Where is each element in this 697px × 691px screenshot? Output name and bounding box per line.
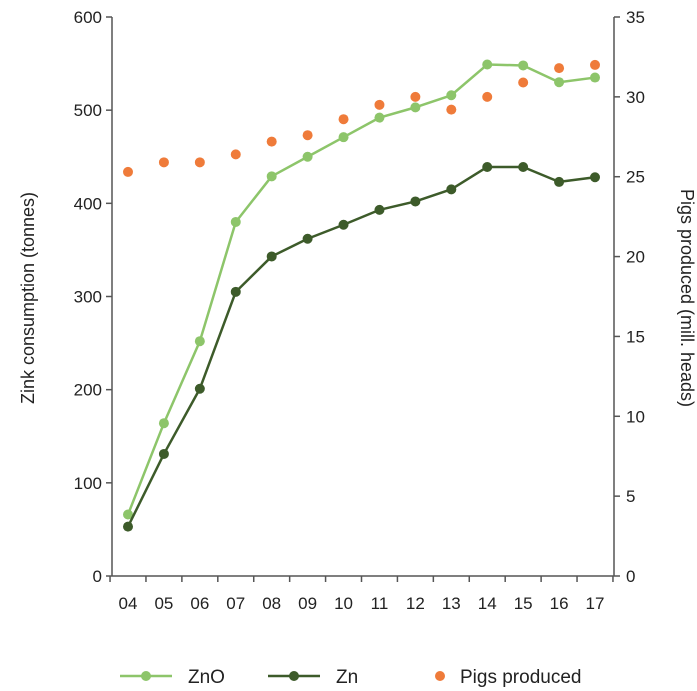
- data-point-zn: [266, 251, 277, 262]
- y-axis-title-right: Pigs produced (mill. heads): [677, 189, 697, 407]
- x-tick-label: 11: [371, 594, 389, 613]
- series-pigs-produced: [123, 59, 600, 177]
- x-tick-label: 14: [478, 594, 497, 613]
- data-point-pigs-produced: [158, 157, 169, 168]
- data-point-zno: [302, 151, 313, 162]
- legend-marker-zn: [289, 671, 299, 681]
- x-tick-label: 17: [586, 594, 605, 613]
- data-point-zn: [446, 184, 457, 195]
- data-point-pigs-produced: [410, 91, 421, 102]
- y-tick-label-right: 25: [626, 168, 645, 187]
- data-point-pigs-produced: [518, 77, 529, 88]
- data-point-pigs-produced: [338, 114, 349, 125]
- data-point-pigs-produced: [230, 149, 241, 160]
- data-point-zn: [194, 383, 205, 394]
- data-point-pigs-produced: [194, 157, 205, 168]
- series-layer: [123, 59, 600, 532]
- data-point-zn: [518, 161, 529, 172]
- data-point-zn: [554, 176, 565, 187]
- y-tick-label-left: 100: [74, 474, 102, 493]
- x-tick-label: 05: [154, 594, 173, 613]
- data-point-pigs-produced: [446, 104, 457, 115]
- x-tick-label: 12: [406, 594, 425, 613]
- data-point-zn: [374, 204, 385, 215]
- data-point-zno: [338, 132, 349, 143]
- data-point-zn: [410, 196, 421, 207]
- data-point-zn: [158, 448, 169, 459]
- x-tick-label: 09: [298, 594, 317, 613]
- data-point-zn: [482, 161, 493, 172]
- y-axis-title-left: Zink consumption (tonnes): [18, 192, 38, 404]
- y-tick-label-right: 0: [626, 567, 635, 586]
- data-point-pigs-produced: [374, 99, 385, 110]
- y-tick-label-right: 5: [626, 487, 635, 506]
- legend-marker-zno: [141, 671, 151, 681]
- data-point-zno: [482, 59, 493, 70]
- series-zn: [123, 161, 600, 532]
- legend: ZnO Zn Pigs produced: [120, 667, 581, 688]
- x-tick-label: 10: [334, 594, 353, 613]
- data-point-zno: [374, 112, 385, 123]
- data-point-zno: [518, 60, 529, 71]
- legend-label-pigs-produced: Pigs produced: [460, 667, 581, 688]
- y-tick-label-left: 600: [74, 8, 102, 27]
- data-point-zno: [554, 77, 565, 88]
- series-zno: [123, 59, 600, 520]
- x-tick-label: 16: [550, 594, 569, 613]
- y-tick-label-left: 300: [74, 288, 102, 307]
- y-tick-label-left: 500: [74, 101, 102, 120]
- data-point-pigs-produced: [554, 63, 565, 74]
- x-tick-label: 13: [442, 594, 461, 613]
- data-point-zno: [230, 216, 241, 227]
- x-tick-label: 08: [262, 594, 281, 613]
- data-point-zno: [266, 171, 277, 182]
- data-point-zno: [158, 418, 169, 429]
- legend-label-zno: ZnO: [188, 667, 225, 688]
- data-point-zn: [123, 521, 133, 532]
- x-tick-label: 15: [514, 594, 533, 613]
- y-tick-label-right: 20: [626, 248, 645, 267]
- data-point-zno: [194, 336, 205, 347]
- data-point-pigs-produced: [590, 59, 600, 70]
- data-point-zno: [410, 102, 421, 113]
- data-point-zn: [302, 233, 313, 244]
- data-point-zn: [230, 286, 241, 297]
- data-point-zno: [123, 509, 133, 520]
- x-tick-label: 04: [119, 594, 138, 613]
- legend-item-zno: ZnO: [120, 667, 225, 688]
- y-tick-label-right: 35: [626, 8, 645, 27]
- legend-marker-pigs-produced: [435, 671, 445, 681]
- y-tick-label-right: 30: [626, 88, 645, 107]
- legend-item-zn: Zn: [268, 667, 358, 688]
- y-tick-label-left: 200: [74, 381, 102, 400]
- data-point-pigs-produced: [123, 166, 133, 177]
- data-point-zn: [590, 172, 600, 183]
- legend-item-pigs-produced: Pigs produced: [435, 667, 581, 688]
- data-point-zno: [590, 72, 600, 83]
- x-tick-label: 07: [226, 594, 245, 613]
- data-point-zn: [338, 219, 349, 230]
- x-tick-label: 06: [190, 594, 209, 613]
- data-point-pigs-produced: [482, 91, 493, 102]
- series-line-zn: [126, 165, 596, 528]
- y-tick-label-right: 10: [626, 407, 645, 426]
- series-line-zno: [126, 63, 596, 515]
- y-tick-label-left: 0: [93, 567, 102, 586]
- legend-label-zn: Zn: [336, 667, 358, 688]
- y-tick-label-right: 15: [626, 327, 645, 346]
- y-tick-label-left: 400: [74, 194, 102, 213]
- data-point-zno: [446, 90, 457, 101]
- data-point-pigs-produced: [266, 136, 277, 147]
- data-point-pigs-produced: [302, 130, 313, 141]
